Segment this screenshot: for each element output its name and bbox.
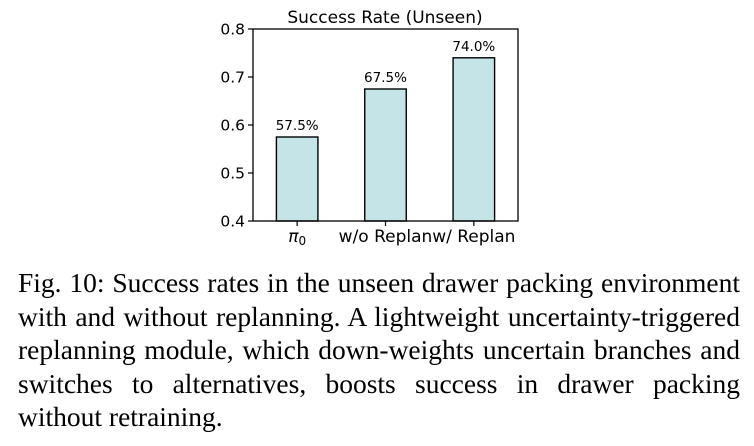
y-tick-label: 0.5 [220,165,245,183]
figure: Success Rate (Unseen) 0.4 0.5 0.6 0.7 0.8 57.… [220,8,519,248]
bar-data-label: 74.0% [452,39,495,55]
bar [275,136,319,222]
x-tick-label: π0 [288,227,306,248]
x-tick-label: w/o Replan [339,227,433,247]
y-tick-label: 0.6 [220,117,245,135]
plot-frame [252,28,519,222]
caption-label: Fig. 10: [18,267,105,298]
bar [452,57,496,222]
caption-text: Success rates in the unseen drawer packi… [18,267,740,432]
y-tick-label: 0.8 [220,21,245,39]
y-tick-label: 0.7 [220,69,245,87]
bar-data-label: 67.5% [364,70,407,86]
chart-title: Success Rate (Unseen) [287,8,482,28]
bar [364,88,407,222]
x-tick-label: w/ Replan [432,227,515,247]
y-tick-label: 0.4 [220,213,245,231]
figure-caption: Fig. 10: Success rates in the unseen dra… [18,266,740,434]
bar-data-label: 57.5% [276,118,319,134]
bar-chart: Success Rate (Unseen) 0.4 0.5 0.6 0.7 0.8 57.… [220,8,519,248]
